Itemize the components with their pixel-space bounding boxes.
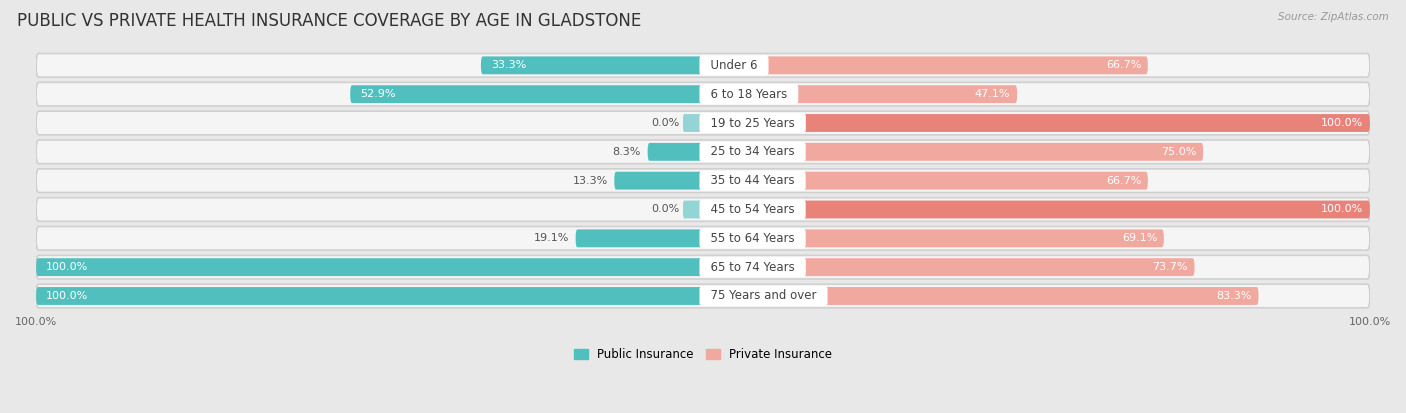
FancyBboxPatch shape	[614, 172, 703, 190]
Text: 35 to 44 Years: 35 to 44 Years	[703, 174, 803, 187]
FancyBboxPatch shape	[37, 284, 1369, 308]
FancyBboxPatch shape	[37, 226, 1369, 250]
Text: 66.7%: 66.7%	[1105, 60, 1142, 70]
FancyBboxPatch shape	[37, 198, 1369, 221]
FancyBboxPatch shape	[37, 82, 1369, 106]
Text: 100.0%: 100.0%	[46, 291, 89, 301]
FancyBboxPatch shape	[703, 287, 1258, 305]
Legend: Public Insurance, Private Insurance: Public Insurance, Private Insurance	[569, 343, 837, 366]
Text: 19 to 25 Years: 19 to 25 Years	[703, 116, 803, 130]
Text: 52.9%: 52.9%	[360, 89, 395, 99]
Text: 83.3%: 83.3%	[1216, 291, 1251, 301]
FancyBboxPatch shape	[703, 172, 1147, 190]
FancyBboxPatch shape	[37, 111, 1369, 135]
FancyBboxPatch shape	[481, 57, 703, 74]
FancyBboxPatch shape	[37, 169, 1369, 192]
FancyBboxPatch shape	[37, 255, 1369, 279]
Text: 6 to 18 Years: 6 to 18 Years	[703, 88, 794, 101]
Text: 33.3%: 33.3%	[491, 60, 526, 70]
FancyBboxPatch shape	[648, 143, 703, 161]
FancyBboxPatch shape	[703, 229, 1164, 247]
FancyBboxPatch shape	[703, 85, 1017, 103]
Text: 75.0%: 75.0%	[1161, 147, 1197, 157]
FancyBboxPatch shape	[703, 201, 1369, 218]
Text: 100.0%: 100.0%	[1322, 118, 1364, 128]
FancyBboxPatch shape	[37, 287, 703, 305]
Text: 65 to 74 Years: 65 to 74 Years	[703, 261, 803, 274]
FancyBboxPatch shape	[37, 140, 1369, 164]
Text: 0.0%: 0.0%	[651, 118, 679, 128]
Text: 69.1%: 69.1%	[1122, 233, 1157, 243]
Text: Under 6: Under 6	[703, 59, 765, 72]
Text: Source: ZipAtlas.com: Source: ZipAtlas.com	[1278, 12, 1389, 22]
Text: 8.3%: 8.3%	[613, 147, 641, 157]
FancyBboxPatch shape	[683, 114, 703, 132]
FancyBboxPatch shape	[683, 201, 703, 218]
Text: 47.1%: 47.1%	[974, 89, 1011, 99]
FancyBboxPatch shape	[575, 229, 703, 247]
FancyBboxPatch shape	[37, 54, 1369, 77]
Text: 0.0%: 0.0%	[651, 204, 679, 214]
FancyBboxPatch shape	[37, 258, 703, 276]
Text: 13.3%: 13.3%	[572, 176, 607, 186]
Text: 25 to 34 Years: 25 to 34 Years	[703, 145, 803, 158]
FancyBboxPatch shape	[703, 114, 1369, 132]
FancyBboxPatch shape	[350, 85, 703, 103]
Text: PUBLIC VS PRIVATE HEALTH INSURANCE COVERAGE BY AGE IN GLADSTONE: PUBLIC VS PRIVATE HEALTH INSURANCE COVER…	[17, 12, 641, 31]
Text: 73.7%: 73.7%	[1153, 262, 1188, 272]
Text: 75 Years and over: 75 Years and over	[703, 290, 824, 302]
Text: 66.7%: 66.7%	[1105, 176, 1142, 186]
Text: 19.1%: 19.1%	[534, 233, 569, 243]
FancyBboxPatch shape	[703, 258, 1195, 276]
Text: 55 to 64 Years: 55 to 64 Years	[703, 232, 803, 245]
Text: 100.0%: 100.0%	[1322, 204, 1364, 214]
FancyBboxPatch shape	[703, 143, 1204, 161]
Text: 45 to 54 Years: 45 to 54 Years	[703, 203, 803, 216]
FancyBboxPatch shape	[703, 57, 1147, 74]
Text: 100.0%: 100.0%	[46, 262, 89, 272]
